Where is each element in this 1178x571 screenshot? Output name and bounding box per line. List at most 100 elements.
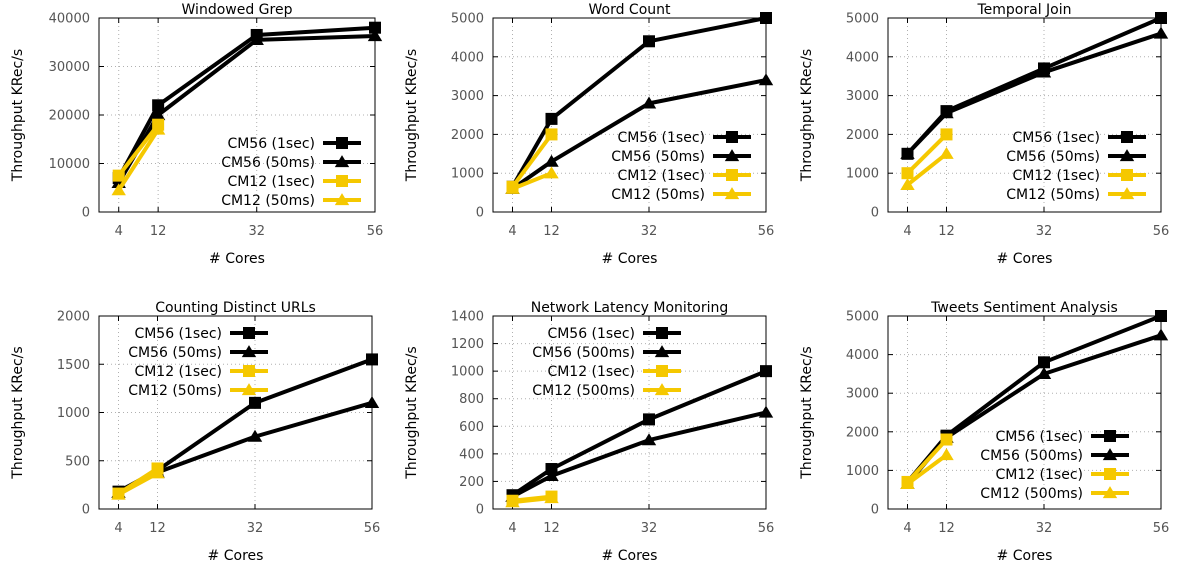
data-point xyxy=(249,396,261,409)
series-line xyxy=(117,128,160,192)
series-cm12-50ms xyxy=(505,166,559,194)
y-tick-label: 30000 xyxy=(49,60,90,75)
legend-marker xyxy=(1121,131,1133,143)
data-point xyxy=(247,429,263,442)
y-tick-label: 400 xyxy=(459,447,484,462)
chart-windowed-grep: 0 10000 20000 30000 40000 4 12 32 56 Windowed Gre… xyxy=(10,2,383,267)
x-axis-label: # Cores xyxy=(602,251,658,267)
x-tick-label: 32 xyxy=(641,224,658,239)
series-line xyxy=(906,152,948,187)
x-tick-label: 56 xyxy=(367,224,384,239)
data-point xyxy=(249,32,264,45)
series-line xyxy=(906,132,948,175)
data-point xyxy=(940,433,953,446)
x-tick-label: 4 xyxy=(903,224,911,239)
legend-marker xyxy=(241,383,257,396)
data-point xyxy=(939,448,954,461)
y-tick-label: 1200 xyxy=(451,337,484,352)
x-tick-label: 32 xyxy=(248,224,265,239)
legend-label: CM56 (50ms) xyxy=(611,149,705,165)
y-tick-label: 1000 xyxy=(846,167,879,182)
y-tick-label: 4000 xyxy=(846,348,879,363)
series-cm56-50ms xyxy=(900,26,1169,159)
series-line xyxy=(906,31,1162,156)
legend: CM56 (1sec) CM56 (500ms) CM12 (1sec) CM12 (… xyxy=(532,326,681,399)
y-tick-label: 40000 xyxy=(49,12,90,27)
chart-title: Word Count xyxy=(588,2,671,18)
data-point xyxy=(900,146,915,159)
y-tick-label: 3000 xyxy=(846,89,879,104)
y-axis-label: Throughput KRec/s xyxy=(799,346,815,479)
data-point xyxy=(1155,310,1167,322)
legend-label: CM12 (1sec) xyxy=(227,174,315,190)
y-tick-label: 800 xyxy=(459,392,484,407)
data-point xyxy=(641,96,657,109)
y-tick-label: 0 xyxy=(476,503,484,518)
y-tick-label: 2000 xyxy=(846,425,879,440)
data-point xyxy=(366,353,378,366)
chart-title: Temporal Join xyxy=(976,2,1071,18)
series-line xyxy=(511,369,767,497)
legend-marker xyxy=(654,383,670,396)
y-tick-label: 2000 xyxy=(57,310,90,325)
data-point xyxy=(369,21,381,34)
legend-marker xyxy=(1104,468,1116,480)
y-tick-label: 0 xyxy=(82,206,90,221)
series-line xyxy=(511,171,553,191)
series-cm12-50ms xyxy=(111,466,165,500)
y-tick-label: 1000 xyxy=(846,464,879,479)
legend-marker xyxy=(1102,486,1118,499)
y-tick-label: 10000 xyxy=(49,157,90,172)
data-point xyxy=(940,128,953,141)
legend-label: CM56 (500ms) xyxy=(532,345,635,361)
legend-marker xyxy=(1104,430,1116,442)
y-tick-label: 2000 xyxy=(846,128,879,143)
series-line xyxy=(116,25,376,180)
y-axis-label: Throughput KRec/s xyxy=(799,49,815,182)
data-point xyxy=(545,463,558,476)
series-line xyxy=(906,438,948,484)
x-tick-label: 56 xyxy=(364,521,381,536)
y-tick-label: 5000 xyxy=(846,310,879,325)
legend-label: CM12 (50ms) xyxy=(611,187,705,203)
data-point xyxy=(545,112,558,125)
legend-marker xyxy=(241,345,257,358)
x-tick-label: 12 xyxy=(543,224,560,239)
y-tick-label: 5000 xyxy=(451,12,484,27)
data-point xyxy=(900,477,915,490)
legend-label: CM56 (500ms) xyxy=(980,448,1083,464)
y-tick-label: 0 xyxy=(871,206,879,221)
chart-title: Network Latency Monitoring xyxy=(531,300,729,316)
legend-label: CM12 (50ms) xyxy=(128,383,222,399)
x-tick-label: 4 xyxy=(115,224,123,239)
y-tick-label: 1000 xyxy=(451,167,484,182)
legend-marker xyxy=(654,345,670,358)
x-axis-label: # Cores xyxy=(602,548,658,564)
series-cm12-500ms xyxy=(505,491,559,508)
x-tick-label: 12 xyxy=(938,521,955,536)
y-tick-label: 600 xyxy=(459,420,484,435)
data-point xyxy=(111,183,126,196)
legend-marker xyxy=(726,131,738,143)
chart-title: Counting Distinct URLs xyxy=(155,300,316,316)
x-axis-label: # Cores xyxy=(997,548,1053,564)
y-tick-label: 1500 xyxy=(57,358,90,373)
legend: CM56 (1sec) CM56 (50ms) CM12 (1sec) CM12 (5… xyxy=(128,326,268,399)
data-point xyxy=(505,181,520,194)
legend-marker xyxy=(1119,149,1135,162)
legend-label: CM56 (1sec) xyxy=(617,130,705,146)
y-tick-label: 0 xyxy=(871,503,879,518)
y-axis-label: Throughput KRec/s xyxy=(404,49,420,182)
series-cm12-1sec xyxy=(901,433,953,488)
legend-label: CM56 (50ms) xyxy=(1006,149,1100,165)
legend-label: CM56 (1sec) xyxy=(227,136,315,152)
data-point xyxy=(760,12,772,24)
legend-label: CM12 (1sec) xyxy=(995,467,1083,483)
series-line xyxy=(117,400,373,495)
chart-title: Tweets Sentiment Analysis xyxy=(930,300,1118,316)
legend-marker xyxy=(724,187,740,200)
legend-label: CM56 (50ms) xyxy=(221,155,315,171)
data-point xyxy=(1155,12,1167,24)
data-point xyxy=(1036,367,1052,380)
chart-tweets-sentiment-analysis: 0 1000 2000 3000 4000 5000 4 12 32 56 Tweets Senti… xyxy=(799,300,1169,564)
